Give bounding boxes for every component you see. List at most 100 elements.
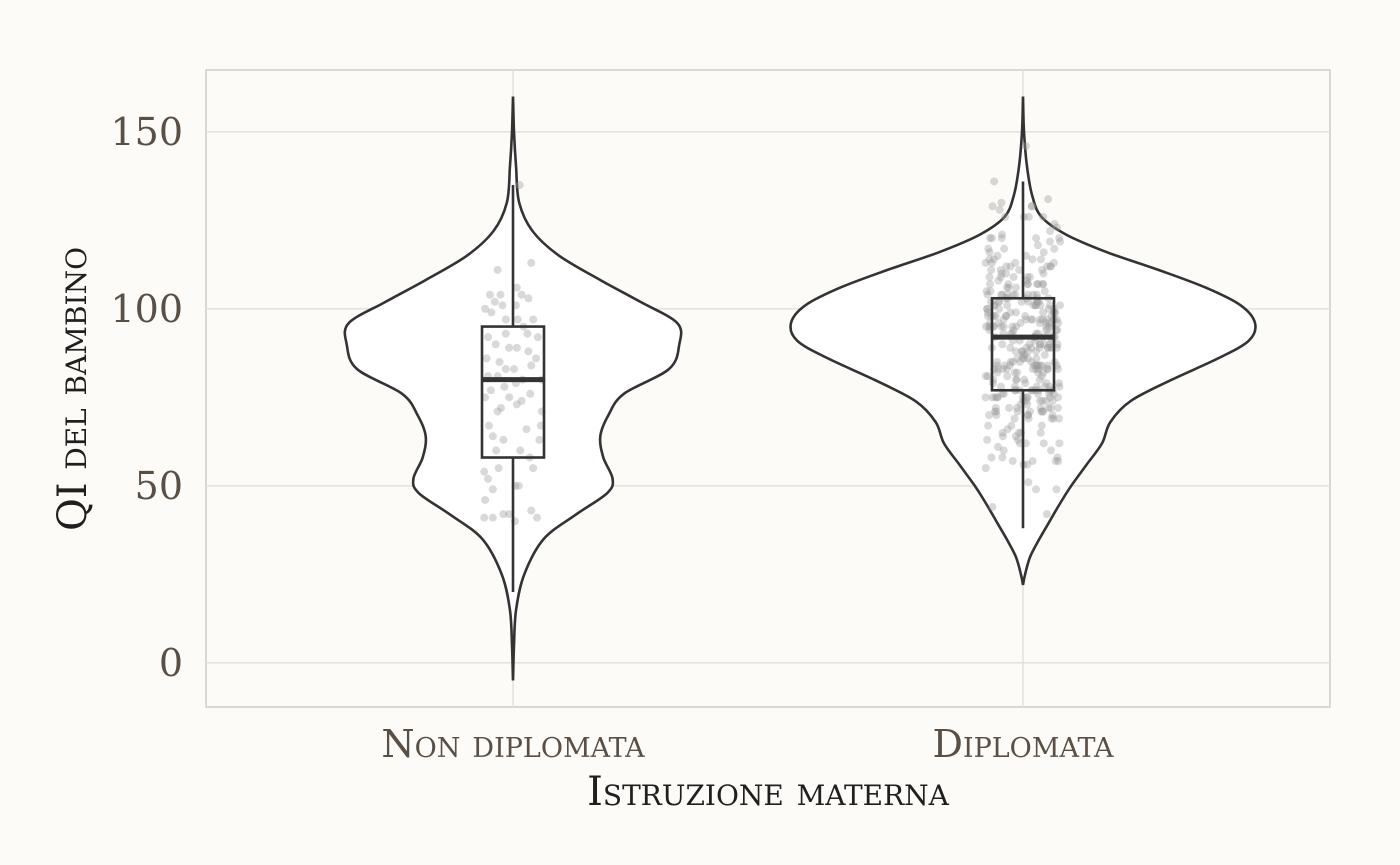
- box-iqr: [480, 325, 546, 459]
- data-point: [1023, 400, 1032, 409]
- data-point: [1008, 357, 1017, 366]
- data-point: [1055, 379, 1064, 388]
- data-point: [1013, 407, 1022, 416]
- data-point: [996, 265, 1005, 274]
- data-point: [487, 308, 496, 317]
- data-point: [529, 315, 538, 324]
- data-point: [1036, 340, 1045, 349]
- data-point: [493, 265, 502, 274]
- data-point: [996, 273, 1005, 282]
- data-point: [1020, 354, 1029, 363]
- data-point: [1020, 350, 1029, 359]
- data-point: [1018, 354, 1027, 363]
- data-point: [1035, 319, 1044, 328]
- boxes: [480, 181, 1056, 592]
- data-point: [1046, 403, 1055, 412]
- data-point: [997, 322, 1006, 331]
- data-point: [1006, 357, 1015, 366]
- data-point: [1003, 290, 1012, 299]
- data-point: [501, 329, 510, 338]
- data-point: [1036, 315, 1045, 324]
- data-point: [1010, 414, 1019, 423]
- data-point: [1011, 290, 1020, 299]
- data-point: [501, 315, 510, 324]
- data-point: [991, 393, 1000, 402]
- data-point: [1034, 365, 1043, 374]
- data-point: [1051, 457, 1060, 466]
- data-point: [992, 407, 1001, 416]
- data-point: [1018, 350, 1027, 359]
- data-point: [1018, 347, 1027, 356]
- data-point: [481, 495, 490, 504]
- data-point: [983, 311, 992, 320]
- data-point: [1018, 347, 1027, 356]
- data-point: [1033, 368, 1042, 377]
- data-point: [1049, 258, 1058, 267]
- data-point: [991, 311, 1000, 320]
- data-point: [1044, 195, 1053, 204]
- data-point: [993, 442, 1002, 451]
- data-point: [1001, 212, 1010, 221]
- data-point: [998, 453, 1007, 462]
- data-point: [1053, 340, 1062, 349]
- data-point: [985, 280, 994, 289]
- data-point: [1054, 393, 1063, 402]
- data-point: [1053, 453, 1062, 462]
- data-point: [997, 290, 1006, 299]
- data-point: [1040, 287, 1049, 296]
- data-point: [491, 340, 500, 349]
- data-point: [994, 319, 1003, 328]
- data-point: [981, 393, 990, 402]
- data-point: [1023, 393, 1032, 402]
- x-axis-title: Istruzione materna: [587, 769, 950, 815]
- data-point: [1040, 340, 1049, 349]
- data-point: [486, 386, 495, 395]
- data-point: [1039, 248, 1048, 257]
- data-point: [499, 510, 508, 519]
- data-point: [1046, 262, 1055, 271]
- x-tick-label: Non diplomata: [381, 722, 645, 766]
- data-point: [1012, 375, 1021, 384]
- data-point: [990, 407, 999, 416]
- data-point: [1046, 227, 1055, 236]
- x-tick-label: Diplomata: [932, 722, 1114, 766]
- data-point: [1039, 308, 1048, 317]
- data-point: [1036, 428, 1045, 437]
- data-point: [1002, 365, 1011, 374]
- data-point: [496, 290, 505, 299]
- data-point: [1005, 361, 1014, 370]
- data-point: [985, 255, 994, 264]
- data-point: [1039, 280, 1048, 289]
- data-point: [1006, 308, 1015, 317]
- data-point: [1045, 389, 1054, 398]
- data-point: [987, 234, 996, 243]
- data-point: [1038, 265, 1047, 274]
- x-axis-ticks: Non diplomata Diplomata: [381, 722, 1114, 766]
- data-point: [1002, 311, 1011, 320]
- data-point: [1012, 308, 1021, 317]
- data-point: [1039, 407, 1048, 416]
- data-point: [1032, 347, 1041, 356]
- data-point: [1055, 234, 1064, 243]
- data-point: [1055, 301, 1064, 310]
- data-point: [485, 290, 494, 299]
- data-point: [494, 464, 503, 473]
- data-point: [1038, 396, 1047, 405]
- data-point: [1053, 223, 1062, 232]
- data-point: [993, 393, 1002, 402]
- data-point: [983, 435, 992, 444]
- data-point: [1022, 276, 1031, 285]
- data-point: [1002, 311, 1011, 320]
- data-point: [993, 361, 1002, 370]
- data-point: [1032, 382, 1041, 391]
- data-point: [1021, 142, 1030, 151]
- data-point: [1039, 212, 1048, 221]
- data-point: [1000, 361, 1009, 370]
- data-point: [1034, 280, 1043, 289]
- data-point: [492, 446, 501, 455]
- data-point: [988, 202, 997, 211]
- data-point: [985, 248, 994, 257]
- data-point: [1038, 315, 1047, 324]
- data-point: [485, 421, 493, 430]
- data-point: [1032, 354, 1041, 363]
